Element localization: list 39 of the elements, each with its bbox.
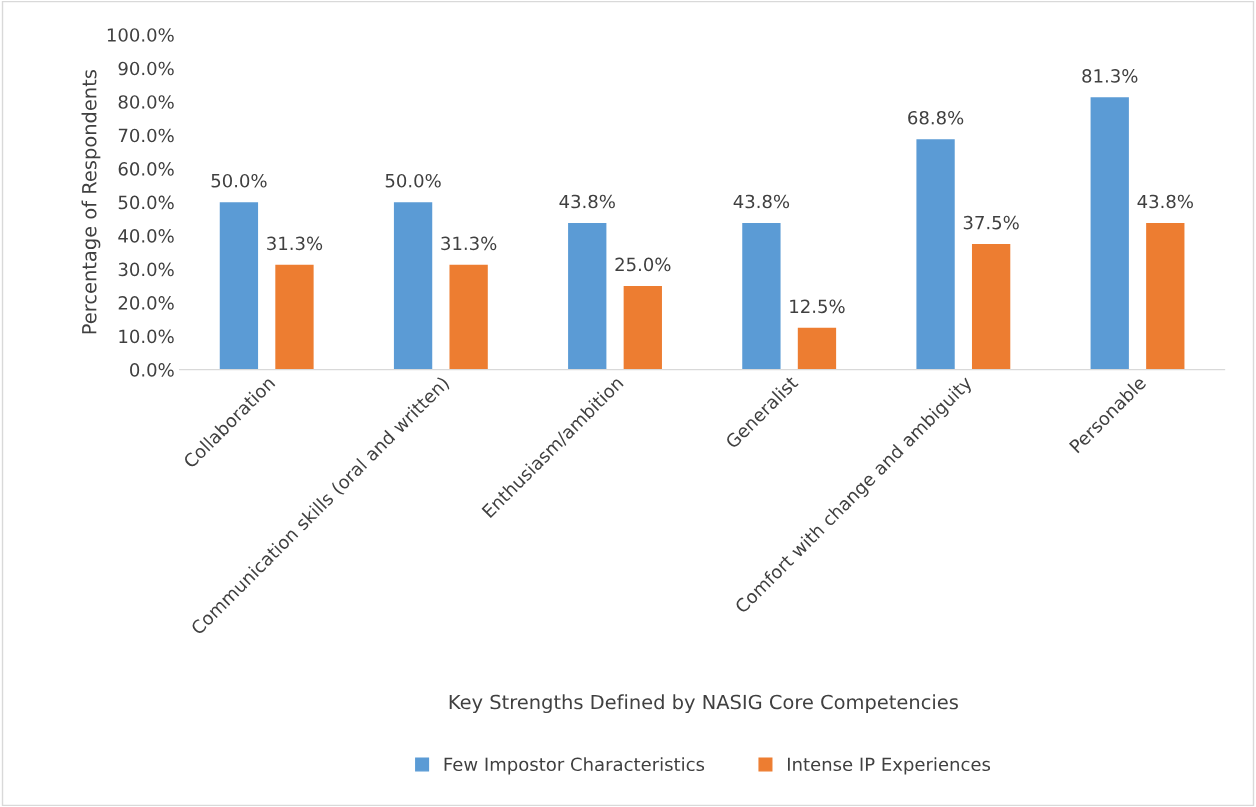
data-label: 31.3% (267, 236, 323, 251)
data-label: 43.8% (733, 194, 790, 209)
data-label: 50.0% (385, 173, 441, 188)
bar (1146, 222, 1185, 370)
data-label: 37.5% (963, 215, 1019, 230)
y-tick-label: 80.0% (118, 95, 174, 109)
y-tick-label: 0.0% (130, 363, 174, 377)
y-tick-label: 40.0% (118, 229, 174, 243)
bar (623, 285, 662, 370)
bar (568, 222, 607, 370)
legend-label: Intense IP Experiences (788, 757, 991, 775)
data-label: 68.8% (908, 110, 964, 125)
legend-label: Few Impostor Characteristics (444, 757, 705, 775)
y-tick-label: 50.0% (118, 195, 174, 210)
y-tick-label: 60.0% (118, 162, 174, 176)
bar (916, 139, 955, 370)
data-label: 31.3% (441, 236, 497, 251)
y-tick-label: 10.0% (119, 329, 174, 344)
y-tick-label: 100.0% (107, 28, 174, 42)
data-label: 25.0% (615, 257, 671, 272)
y-tick-label: 90.0% (118, 61, 174, 76)
x-axis-title: Key Strengths Defined by NASIG Core Competencies (449, 694, 958, 714)
bar (449, 264, 488, 370)
data-label: 50.0% (211, 173, 267, 188)
data-label: 43.8% (1137, 194, 1193, 209)
bar (393, 202, 433, 370)
data-label: 12.5% (790, 299, 845, 314)
bar (219, 202, 259, 370)
bar (275, 264, 314, 370)
y-tick-label: 30.0% (118, 262, 174, 277)
y-tick-label: 70.0% (118, 128, 174, 143)
bar (797, 327, 837, 370)
bar (971, 244, 1011, 370)
y-axis-title: Percentage of Respondents (81, 70, 101, 334)
bar (1090, 97, 1129, 370)
bar (742, 222, 781, 370)
y-tick-label: 20.0% (118, 296, 174, 310)
data-label: 81.3% (1082, 69, 1138, 83)
data-label: 43.8% (559, 194, 615, 209)
